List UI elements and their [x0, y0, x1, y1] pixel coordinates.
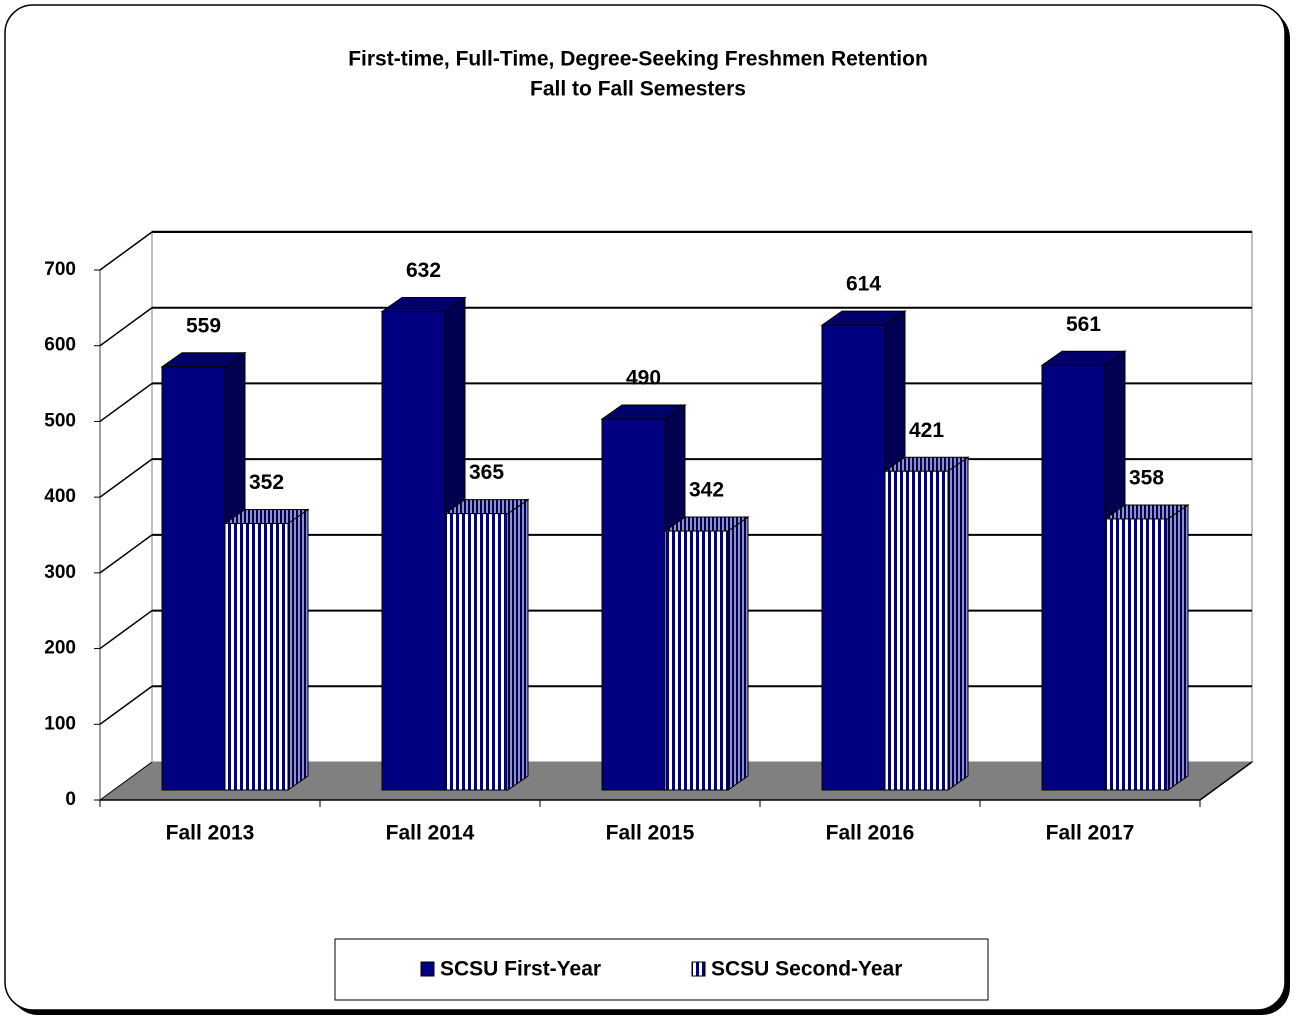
bar-side	[1167, 503, 1189, 791]
bar-side	[507, 498, 529, 791]
value-label: 559	[186, 314, 221, 337]
value-label: 352	[249, 471, 284, 494]
y-tick-label: 400	[44, 486, 76, 507]
bar	[224, 522, 289, 791]
floor-edge	[1199, 761, 1253, 801]
grid-line-side	[99, 458, 153, 498]
bar	[1104, 518, 1169, 791]
x-tick-label: Fall 2017	[1046, 822, 1135, 845]
value-label: 365	[469, 461, 504, 484]
value-label: 632	[406, 259, 441, 282]
legend-swatch	[691, 961, 706, 977]
legend-swatch	[420, 961, 435, 977]
bar	[821, 324, 886, 791]
grid-line-side	[99, 307, 153, 347]
chart-subtitle: Fall to Fall Semesters	[530, 78, 746, 101]
y-tick-label: 600	[44, 335, 76, 356]
x-tick-label: Fall 2013	[166, 822, 255, 845]
y-tick-label: 500	[44, 410, 76, 431]
y-tick-label: 700	[44, 259, 76, 280]
grid-line-side	[99, 534, 153, 574]
bar	[161, 366, 226, 791]
value-label: 342	[689, 479, 724, 502]
value-label: 358	[1129, 466, 1164, 489]
bar-side	[727, 516, 749, 791]
y-tick-label: 200	[44, 638, 76, 659]
bar-side	[287, 508, 309, 791]
grid-line-side	[99, 685, 153, 725]
y-tick-label: 100	[44, 713, 76, 734]
grid-line-side	[99, 609, 153, 650]
value-label: 421	[909, 419, 944, 442]
legend	[334, 938, 989, 1001]
bar	[381, 310, 446, 791]
value-label: 561	[1066, 313, 1101, 336]
grid-line-side	[99, 382, 153, 423]
bar	[884, 470, 949, 791]
bar	[664, 530, 729, 791]
bar-side	[947, 456, 969, 791]
x-tick-label: Fall 2015	[606, 822, 695, 845]
bar	[444, 513, 509, 791]
legend-label: SCSU First-Year	[440, 958, 601, 981]
y-tick-label: 300	[44, 562, 76, 583]
value-label: 614	[846, 273, 881, 296]
chart-title: First-time, Full-Time, Degree-Seeking Fr…	[348, 48, 928, 71]
value-label: 490	[626, 367, 661, 390]
grid-line-side	[99, 231, 153, 271]
bar	[601, 418, 666, 791]
legend-label: SCSU Second-Year	[711, 958, 902, 981]
bar	[1041, 364, 1106, 791]
x-tick-label: Fall 2014	[386, 822, 475, 845]
x-tick-label: Fall 2016	[826, 822, 915, 845]
y-tick-label: 0	[65, 789, 76, 810]
